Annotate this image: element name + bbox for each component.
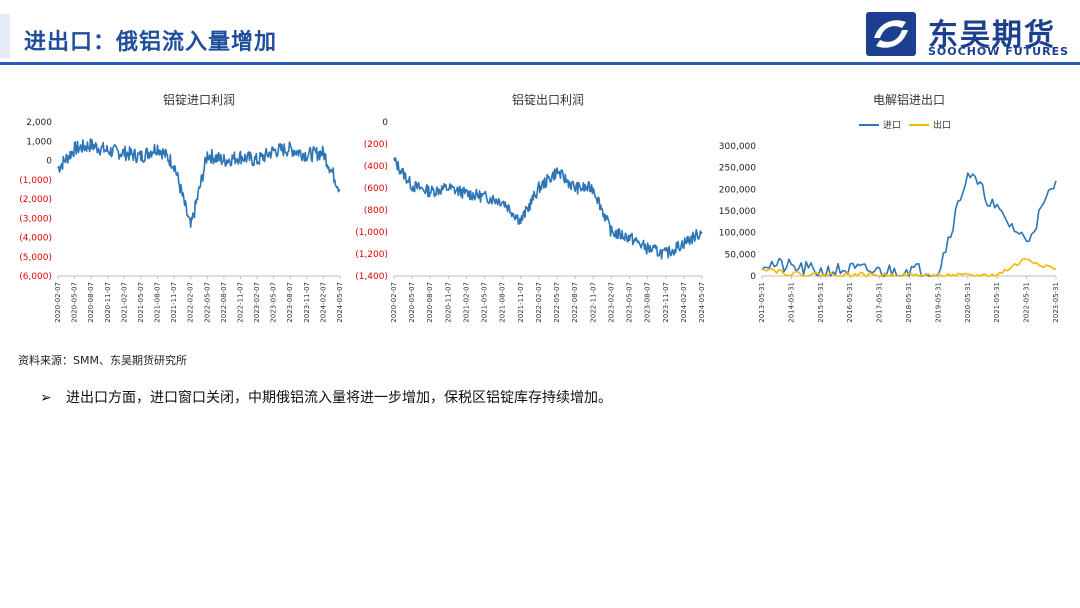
y-tick-label: 250,000 xyxy=(719,164,756,174)
x-tick-label: 2018-05-31 xyxy=(905,282,913,323)
x-tick-label: 2022-02-07 xyxy=(187,282,195,323)
chart-aluminium-trade: 电解铝进出口 300,000 250,000 200,000 150,000 100,00… xyxy=(719,92,1060,323)
logo-english: SOOCHOW FUTURES xyxy=(928,45,1070,58)
y-tick-label: 2,000 xyxy=(26,118,52,128)
x-tick-label: 2021-11-07 xyxy=(517,282,525,323)
x-tick-label: 2015-05-31 xyxy=(817,282,825,323)
y-tick-label: (3,000) xyxy=(19,214,52,224)
x-tick-label: 2022-02-07 xyxy=(535,282,543,323)
x-tick-label: 2023-08-07 xyxy=(286,282,294,323)
x-tick-label: 2020-11-07 xyxy=(104,282,112,323)
y-tick-label: 0 xyxy=(382,118,388,128)
y-tick-label: 1,000 xyxy=(26,137,52,147)
logo-icon xyxy=(866,12,916,56)
company-logo: 东吴期货 SOOCHOW FUTURES xyxy=(862,8,1072,58)
series-line-export xyxy=(761,257,1057,277)
x-tick-label: 2014-05-31 xyxy=(787,282,795,323)
chart-title: 铝锭出口利润 xyxy=(512,92,584,107)
x-tick-label: 2021-02-07 xyxy=(462,282,470,323)
x-tick-label: 2016-05-31 xyxy=(846,282,854,323)
bullet-text: 进出口方面，进口窗口关闭，中期俄铝流入量将进一步增加，保税区铝锭库存持续增加。 xyxy=(66,390,612,406)
y-tick-label: 0 xyxy=(750,272,756,282)
series-line-profit xyxy=(393,157,703,260)
x-tick-label: 2022-05-07 xyxy=(203,282,211,323)
header-divider xyxy=(0,62,1080,65)
title-accent-bar xyxy=(0,14,10,58)
x-tick-label: 2021-05-07 xyxy=(481,282,489,323)
x-tick-label: 2022-05-07 xyxy=(553,282,561,323)
x-tick-label: 2020-05-31 xyxy=(964,282,972,323)
y-tick-label: 0 xyxy=(46,157,52,167)
x-tick-label: 2023-11-07 xyxy=(662,282,670,323)
x-tick-label: 2021-08-07 xyxy=(154,282,162,323)
x-tick-label: 2019-05-31 xyxy=(934,282,942,323)
x-tick-label: 2024-02-07 xyxy=(680,282,688,323)
y-tick-label: (1,200) xyxy=(355,250,388,260)
x-tick-label: 2020-05-07 xyxy=(71,282,79,323)
x-tick-label: 2021-08-07 xyxy=(499,282,507,323)
x-tick-label: 2022-05-31 xyxy=(1023,282,1031,323)
x-tick-label: 2020-08-07 xyxy=(426,282,434,323)
y-tick-label: (6,000) xyxy=(19,272,52,282)
x-tick-label: 2022-08-07 xyxy=(220,282,228,323)
page-title: 进出口：俄铝流入量增加 xyxy=(24,30,278,55)
x-tick-label: 2021-05-31 xyxy=(993,282,1001,323)
y-tick-label: 300,000 xyxy=(719,142,756,152)
y-tick-label: (1,400) xyxy=(355,272,388,282)
y-tick-label: (5,000) xyxy=(19,253,52,263)
chart-export-profit: 铝锭出口利润 0 (200) (400) (600) (800) (1,000) (1,200… xyxy=(355,92,706,323)
x-tick-label: 2022-08-07 xyxy=(571,282,579,323)
x-tick-label: 2023-08-07 xyxy=(644,282,652,323)
bullet-point: ➢ 进出口方面，进口窗口关闭，中期俄铝流入量将进一步增加，保税区铝锭库存持续增加。 xyxy=(40,387,612,407)
x-tick-label: 2024-05-07 xyxy=(698,282,706,323)
logo-chinese: 东吴期货 xyxy=(928,18,1056,53)
y-tick-label: (200) xyxy=(364,140,388,150)
legend-label: 出口 xyxy=(933,119,951,131)
bullet-arrow-icon: ➢ xyxy=(40,390,52,406)
x-tick-label: 2022-11-07 xyxy=(589,282,597,323)
x-tick-label: 2020-02-07 xyxy=(54,282,62,323)
x-tick-label: 2013-05-31 xyxy=(758,282,766,323)
x-tick-label: 2022-11-07 xyxy=(236,282,244,323)
y-tick-label: 150,000 xyxy=(719,207,756,217)
x-tick-label: 2020-08-07 xyxy=(87,282,95,323)
x-tick-label: 2023-02-07 xyxy=(253,282,261,323)
chart-title: 铝锭进口利润 xyxy=(163,92,235,107)
y-tick-label: (1,000) xyxy=(19,176,52,186)
x-tick-label: 2023-11-07 xyxy=(303,282,311,323)
chart-title: 电解铝进出口 xyxy=(873,92,945,107)
y-tick-label: 200,000 xyxy=(719,185,756,195)
x-tick-label: 2024-02-07 xyxy=(319,282,327,323)
x-tick-label: 2024-05-07 xyxy=(336,282,344,323)
x-tick-label: 2020-11-07 xyxy=(444,282,452,323)
x-tick-label: 2023-02-07 xyxy=(607,282,615,323)
y-tick-label: (800) xyxy=(364,206,388,216)
page-header: 进出口：俄铝流入量增加 东吴期货 SOOCHOW FUTURES xyxy=(0,0,1080,70)
x-tick-label: 2020-02-07 xyxy=(390,282,398,323)
x-tick-label: 2023-05-07 xyxy=(626,282,634,323)
x-tick-label: 2017-05-31 xyxy=(876,282,884,323)
y-tick-label: (4,000) xyxy=(19,234,52,244)
y-tick-label: 50,000 xyxy=(725,250,757,260)
chart-import-profit: 铝锭进口利润 2,000 1,000 0 (1,000) (2,000) (3,000) (4… xyxy=(19,92,344,323)
x-tick-label: 2023-05-07 xyxy=(270,282,278,323)
source-note: 资料来源：SMM、东吴期货研究所 xyxy=(18,354,187,367)
x-tick-label: 2021-11-07 xyxy=(170,282,178,323)
x-tick-label: 2021-02-07 xyxy=(120,282,128,323)
x-tick-label: 2021-05-07 xyxy=(137,282,145,323)
y-tick-label: 100,000 xyxy=(719,229,756,239)
legend-label: 进口 xyxy=(883,120,901,131)
y-tick-label: (600) xyxy=(364,184,388,194)
x-tick-label: 2023-05-31 xyxy=(1052,282,1060,323)
y-tick-label: (2,000) xyxy=(19,195,52,205)
y-tick-label: (1,000) xyxy=(355,228,388,238)
x-tick-label: 2020-05-07 xyxy=(408,282,416,323)
y-tick-label: (400) xyxy=(364,162,388,172)
series-line-profit xyxy=(57,138,341,228)
series-line-import xyxy=(761,172,1057,277)
